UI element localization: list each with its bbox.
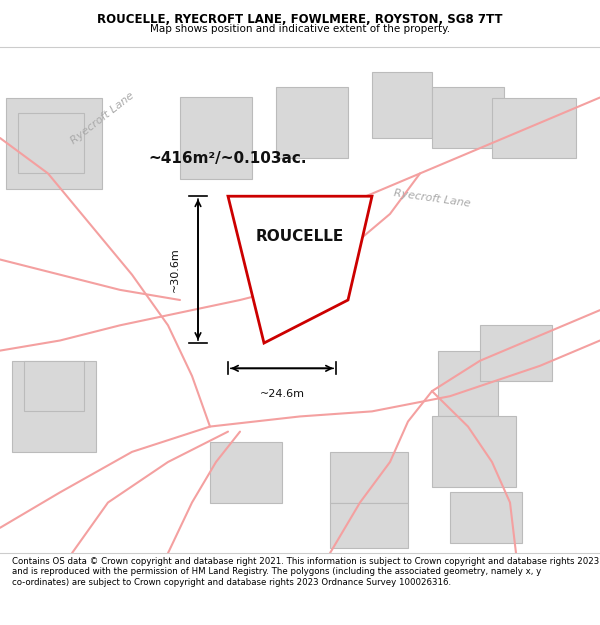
Text: ~24.6m: ~24.6m: [260, 389, 305, 399]
Text: ~416m²/~0.103ac.: ~416m²/~0.103ac.: [149, 151, 307, 166]
Bar: [480, 326, 552, 381]
Bar: [438, 351, 498, 416]
Bar: [330, 452, 408, 503]
Bar: [372, 72, 432, 138]
Bar: [432, 88, 504, 148]
Bar: [6, 98, 102, 189]
Text: ROUCELLE, RYECROFT LANE, FOWLMERE, ROYSTON, SG8 7TT: ROUCELLE, RYECROFT LANE, FOWLMERE, ROYST…: [97, 13, 503, 26]
Text: ROUCELLE: ROUCELLE: [256, 229, 344, 244]
Bar: [276, 88, 348, 158]
Text: ~30.6m: ~30.6m: [170, 248, 180, 292]
Bar: [432, 416, 516, 488]
Bar: [18, 112, 84, 173]
Bar: [12, 361, 96, 452]
Bar: [24, 361, 84, 411]
Text: Ryecroft Lane: Ryecroft Lane: [393, 188, 471, 209]
Bar: [180, 98, 252, 179]
Text: Map shows position and indicative extent of the property.: Map shows position and indicative extent…: [150, 24, 450, 34]
Polygon shape: [228, 196, 372, 343]
Bar: [492, 98, 576, 158]
Text: Ryecroft Lane: Ryecroft Lane: [68, 90, 136, 146]
Bar: [210, 442, 282, 503]
Bar: [330, 503, 408, 548]
Bar: [450, 492, 522, 543]
Text: Contains OS data © Crown copyright and database right 2021. This information is : Contains OS data © Crown copyright and d…: [12, 557, 599, 586]
